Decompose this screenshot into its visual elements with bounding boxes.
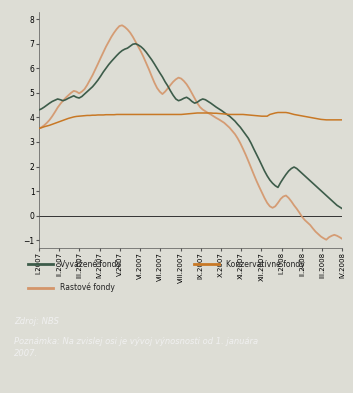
Text: Zdroj: NBS: Zdroj: NBS: [14, 317, 59, 326]
Text: Poznámka: Na zvislej osi je vývoj výnosnosti od 1. januára
2007.: Poznámka: Na zvislej osi je vývoj výnosn…: [14, 337, 258, 358]
Text: Rastové fondy: Rastové fondy: [60, 283, 115, 292]
Text: Konzervatívne fondy: Konzervatívne fondy: [226, 260, 305, 268]
Text: Vyvážené fondy: Vyvážené fondy: [60, 259, 121, 269]
